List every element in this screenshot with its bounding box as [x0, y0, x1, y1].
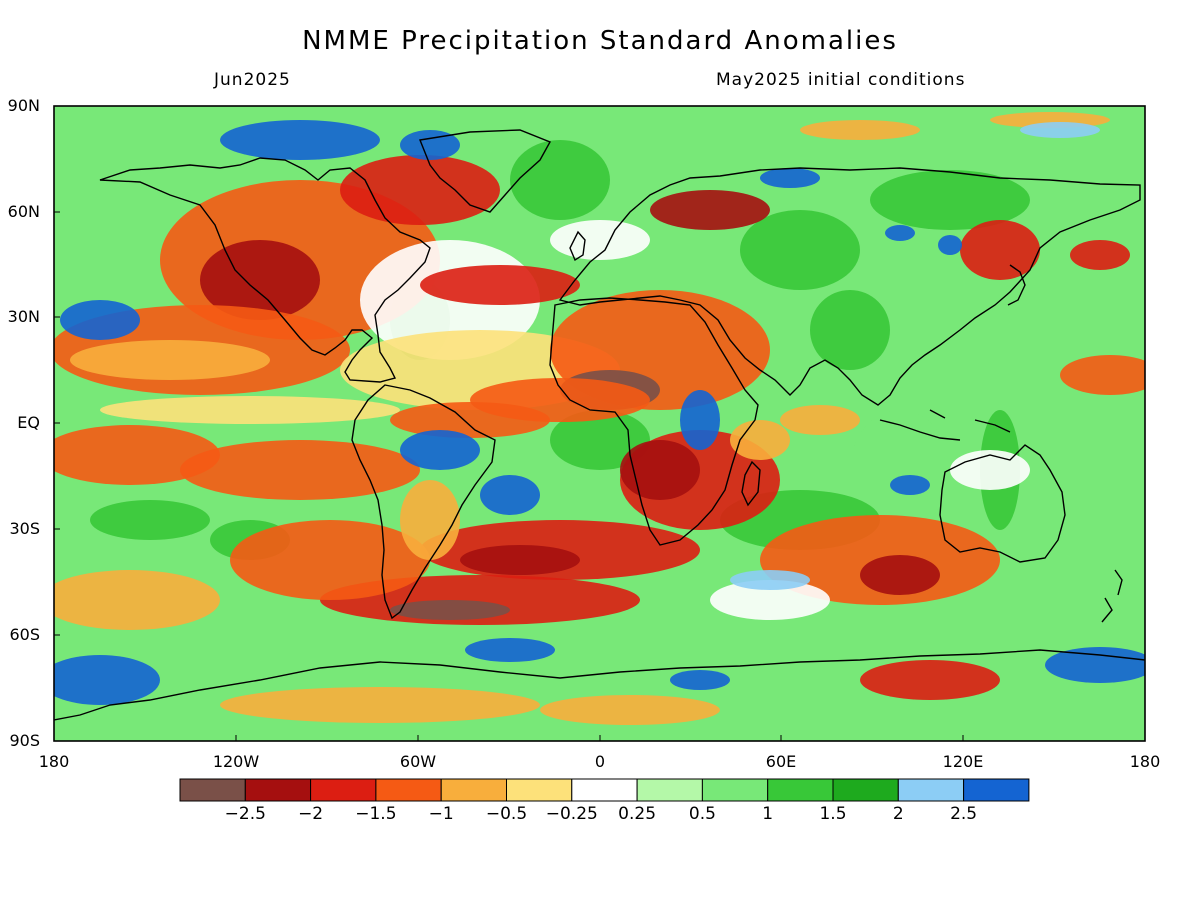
- colorbar-label: 0.5: [689, 804, 716, 824]
- chart-title: NMME Precipitation Standard Anomalies: [302, 26, 898, 56]
- colorbar-label: 2: [893, 804, 904, 824]
- colorbar-label: 1: [762, 804, 773, 824]
- lon-label: 60W: [400, 752, 436, 771]
- coastlines: [54, 129, 1145, 721]
- colorbar-swatch: [244, 778, 312, 802]
- colorbar-label: 1.5: [819, 804, 846, 824]
- colorbar-swatch: [440, 778, 508, 802]
- lat-label: 60N: [8, 202, 40, 221]
- valid-month-label: Jun2025: [214, 70, 291, 90]
- colorbar-swatch: [832, 778, 899, 802]
- colorbar-label: −0.5: [486, 804, 527, 824]
- lat-label: 60S: [9, 625, 40, 644]
- lat-label: 30N: [8, 307, 40, 326]
- colorbar-swatch: [701, 778, 769, 802]
- colorbar-swatch: [506, 778, 573, 802]
- anomaly-field: [54, 112, 1145, 725]
- lat-label: 90S: [9, 731, 40, 750]
- lat-label: 30S: [9, 519, 40, 538]
- colorbar-label: 0.25: [618, 804, 656, 824]
- colorbar-swatch: [963, 778, 1030, 802]
- colorbar-label: 2.5: [950, 804, 977, 824]
- colorbar-label: −0.25: [546, 804, 598, 824]
- colorbar-swatch: [897, 778, 965, 802]
- colorbar-swatch: [310, 778, 377, 802]
- initial-conditions-label: May2025 initial conditions: [716, 70, 966, 90]
- colorbar-swatch: [375, 778, 442, 802]
- colorbar: −2.5 −2 −1.5 −1 −0.5 −0.25 0.25 0.5 1 1.5 2 2.5: [179, 778, 1030, 824]
- colorbar-swatch: [636, 778, 703, 802]
- lat-label: 90N: [8, 96, 40, 115]
- colorbar-label: −1.5: [355, 804, 396, 824]
- colorbar-swatch: [767, 778, 834, 802]
- colorbar-label: −1: [429, 804, 454, 824]
- lon-label: 0: [595, 752, 605, 771]
- lon-label: 180: [39, 752, 70, 771]
- lon-label: 120W: [213, 752, 260, 771]
- lon-label: 120E: [943, 752, 984, 771]
- lon-label: 60E: [766, 752, 796, 771]
- colorbar-label: −2.5: [225, 804, 266, 824]
- colorbar-label: −2: [298, 804, 323, 824]
- lat-label: EQ: [17, 413, 40, 432]
- colorbar-swatch: [571, 778, 638, 802]
- colorbar-swatch: [179, 778, 246, 802]
- lon-label: 180: [1130, 752, 1161, 771]
